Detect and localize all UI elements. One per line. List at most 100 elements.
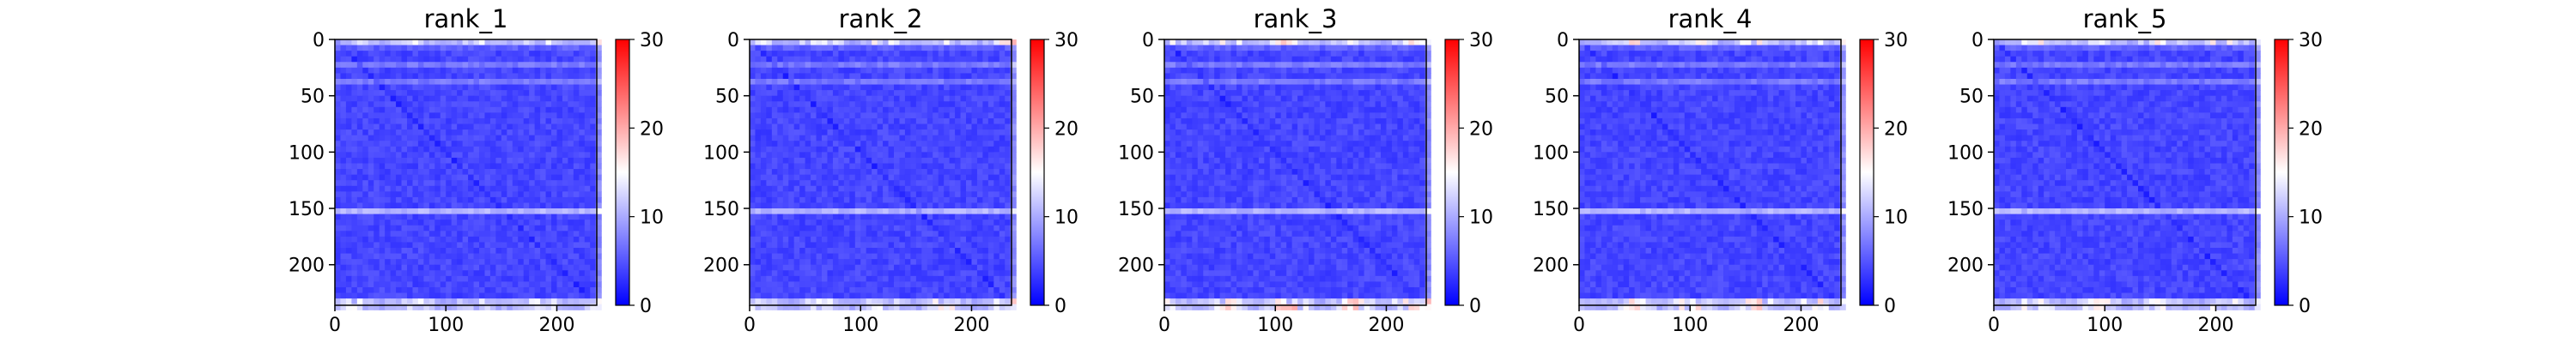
heatmap-cell	[1219, 56, 1226, 63]
heatmap-cell	[811, 163, 817, 170]
heatmap-cell	[396, 225, 403, 232]
heatmap-cell	[479, 123, 486, 130]
heatmap-cell	[838, 157, 845, 165]
heatmap-cell	[910, 152, 917, 159]
heatmap-cell	[843, 231, 850, 238]
heatmap-cell	[910, 281, 917, 288]
heatmap-cell	[423, 67, 430, 75]
heatmap-cell	[933, 259, 939, 266]
heatmap-cell	[750, 135, 756, 141]
heatmap-cell	[832, 259, 839, 266]
heatmap-cell	[529, 112, 536, 119]
heatmap-cell	[805, 146, 811, 153]
heatmap-cell	[899, 242, 906, 249]
heatmap-cell	[849, 67, 856, 75]
heatmap-cell	[960, 163, 967, 170]
heatmap-cell	[910, 51, 917, 57]
heatmap-cell	[904, 298, 911, 305]
heatmap-cell	[771, 84, 778, 91]
heatmap-cell	[766, 78, 773, 86]
heatmap-cell	[340, 62, 347, 69]
heatmap-cell	[849, 286, 856, 294]
heatmap-cell	[1010, 90, 1017, 97]
heatmap-cell	[966, 169, 973, 176]
heatmap-cell	[501, 117, 507, 125]
heatmap-cell	[335, 202, 342, 209]
heatmap-cell	[401, 236, 408, 244]
heatmap-cell	[1010, 157, 1017, 165]
heatmap-cell	[755, 112, 762, 119]
heatmap-cell	[446, 202, 453, 209]
heatmap-cell	[999, 101, 1005, 108]
heatmap-cell	[960, 286, 967, 294]
heatmap-cell	[777, 101, 784, 108]
heatmap-cell	[777, 231, 784, 238]
heatmap-cell	[396, 281, 403, 288]
heatmap-cell	[755, 146, 762, 153]
heatmap-cell	[390, 248, 397, 255]
heatmap-cell	[883, 73, 890, 80]
heatmap-cell	[910, 62, 917, 69]
heatmap-cell	[351, 39, 358, 46]
heatmap-cell	[910, 117, 917, 125]
heatmap-cell	[904, 236, 911, 244]
heatmap-cell	[540, 117, 547, 125]
heatmap-cell	[579, 73, 586, 80]
heatmap-cell	[507, 106, 513, 113]
heatmap-cell	[457, 84, 464, 91]
heatmap-cell	[927, 62, 933, 69]
heatmap-cell	[866, 304, 872, 310]
heatmap-cell	[390, 275, 397, 283]
heatmap-cell	[993, 202, 1000, 209]
heatmap-cell	[518, 292, 525, 299]
heatmap-cell	[910, 129, 917, 136]
heatmap-cell	[362, 275, 369, 283]
x-tick-label: 0	[329, 315, 341, 336]
heatmap-cell	[396, 45, 403, 51]
heatmap-cell	[760, 152, 767, 159]
heatmap-cell	[484, 196, 491, 204]
heatmap-cell	[351, 242, 358, 249]
heatmap-cell	[534, 191, 541, 198]
heatmap-cell	[805, 174, 811, 181]
heatmap-cell	[595, 236, 602, 244]
heatmap-cell	[568, 129, 574, 136]
heatmap-cell	[854, 56, 861, 63]
heatmap-cell	[915, 117, 922, 125]
heatmap-cell	[551, 286, 558, 294]
heatmap-cell	[976, 208, 983, 215]
heatmap-cell	[568, 202, 574, 209]
heatmap-cell	[1286, 45, 1293, 51]
heatmap-cell	[551, 281, 558, 288]
heatmap-cell	[368, 78, 374, 86]
heatmap-cell	[390, 214, 397, 220]
heatmap-cell	[417, 174, 424, 181]
heatmap-cell	[877, 146, 884, 153]
heatmap-cell	[971, 298, 978, 305]
heatmap-cell	[832, 84, 839, 91]
heatmap-cell	[534, 214, 541, 220]
heatmap-cell	[782, 220, 789, 226]
heatmap-cell	[523, 236, 530, 244]
heatmap-cell	[899, 191, 906, 198]
heatmap-cell	[1005, 214, 1012, 220]
heatmap-cell	[955, 157, 962, 165]
heatmap-cell	[872, 67, 878, 75]
heatmap-cell	[573, 259, 580, 266]
heatmap-cell	[872, 298, 878, 305]
heatmap-cell	[479, 242, 486, 249]
heatmap-cell	[927, 45, 933, 51]
heatmap-cell	[401, 95, 408, 102]
heatmap-cell	[417, 112, 424, 119]
heatmap-cell	[933, 117, 939, 125]
heatmap-cell	[999, 73, 1005, 80]
heatmap-cell	[877, 231, 884, 238]
heatmap-cell	[385, 157, 392, 165]
heatmap-cell	[982, 45, 989, 51]
heatmap-cell	[462, 304, 469, 310]
heatmap-cell	[904, 248, 911, 255]
heatmap-cell	[340, 146, 347, 153]
heatmap-cell	[423, 180, 430, 187]
heatmap-cell	[899, 90, 906, 97]
heatmap-cell	[872, 214, 878, 220]
